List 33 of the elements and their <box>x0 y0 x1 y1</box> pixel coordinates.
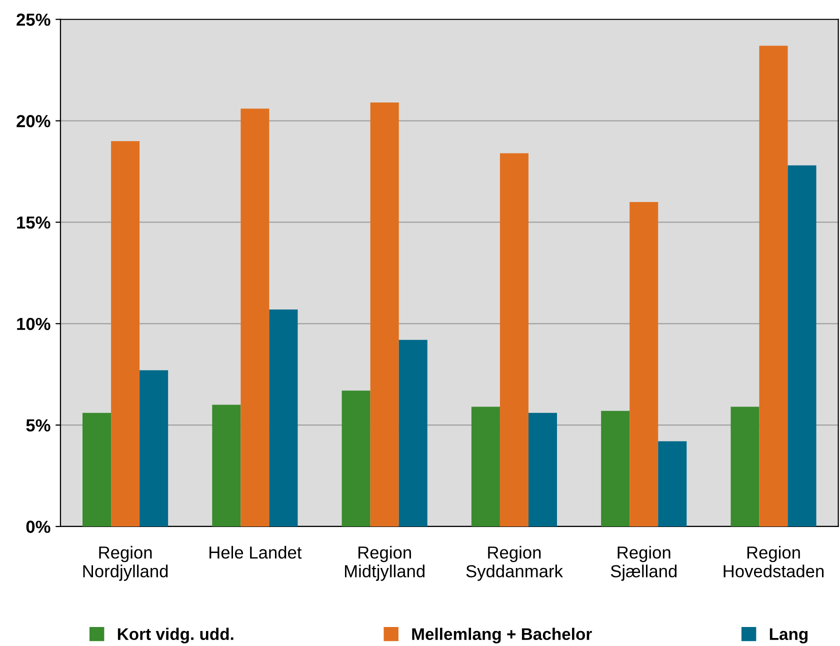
bar <box>269 309 298 526</box>
bar <box>471 406 500 526</box>
legend-label: Kort vidg. udd. <box>118 628 234 644</box>
x-tick-label: Region Midtjylland <box>345 546 424 581</box>
bar <box>759 46 788 526</box>
legend-label: Lang <box>770 628 808 644</box>
x-tick-label: Region Hovedstaden <box>724 546 824 578</box>
x-tick-label: Hele Landet <box>210 546 302 559</box>
y-tick-label: 10% <box>17 318 50 330</box>
bar <box>370 102 399 526</box>
bar <box>601 410 630 526</box>
x-tick-label: Region Sjælland <box>610 546 677 581</box>
y-tick-label: 15% <box>17 216 50 229</box>
bar <box>398 340 428 526</box>
bar <box>788 165 816 526</box>
legend-label: Mellemlang + Bachelor <box>412 628 592 644</box>
bar <box>240 108 270 526</box>
y-tick-label: 25% <box>16 14 50 26</box>
bar <box>82 412 112 526</box>
y-tick-label: 0% <box>26 520 50 533</box>
bar <box>658 441 687 526</box>
x-tick-label: Region Nordjylland <box>83 546 168 581</box>
bar <box>500 153 528 526</box>
x-tick-label: Region Syddanmark <box>466 546 563 581</box>
bar <box>111 141 140 526</box>
bar <box>212 404 241 526</box>
bar <box>730 406 760 526</box>
bar <box>630 202 658 526</box>
bar <box>342 390 370 526</box>
bar <box>528 412 557 526</box>
bar <box>140 370 168 526</box>
y-tick-label: 20% <box>16 114 50 128</box>
y-tick-label: 5% <box>26 419 50 432</box>
